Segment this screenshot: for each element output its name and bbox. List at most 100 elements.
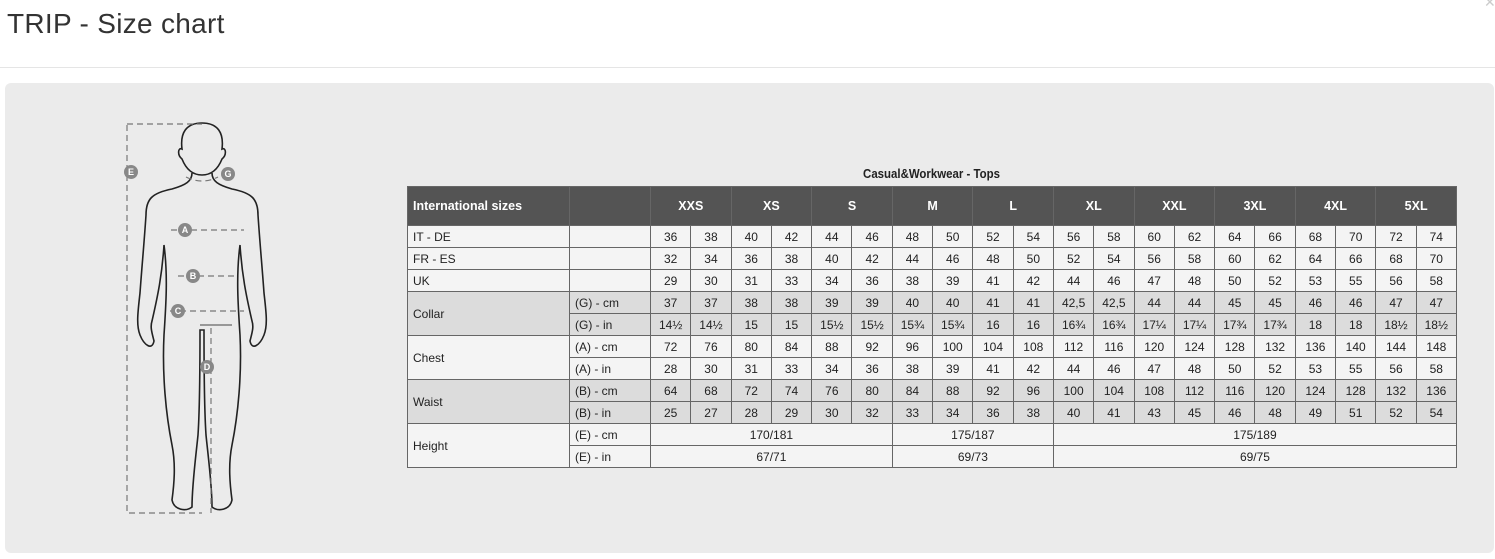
table-cell: 69/75 [1052, 445, 1457, 468]
table-cell: 69/73 [891, 445, 1054, 468]
table-cell: 80 [730, 335, 772, 358]
marker-e: E [124, 165, 138, 179]
table-cell: 15½ [811, 313, 853, 336]
header-label: International sizes [407, 186, 570, 226]
table-cell: 50 [1214, 357, 1256, 380]
table-cell: 56 [1375, 269, 1417, 292]
table-cell: 38 [891, 269, 934, 292]
table-cell: 44 [1133, 291, 1175, 314]
table-cell: 46 [851, 225, 893, 248]
table-row: FR - ES 32 34 36 38 40 42 44 46 48 50 52 54 56 58 60 62 6… [407, 247, 1457, 270]
table-cell: 52 [1375, 401, 1417, 424]
table-cell: 120 [1254, 379, 1296, 402]
table-cell: 92 [851, 335, 893, 358]
svg-text:C: C [175, 306, 182, 316]
table-cell: 41 [972, 357, 1014, 380]
chart-title: Casual&Workwear - Tops [863, 166, 1000, 181]
row-unit: (B) - in [569, 401, 651, 424]
table-cell: 56 [1375, 357, 1417, 380]
table-cell: 62 [1173, 225, 1216, 248]
table-cell: 41 [972, 291, 1014, 314]
row-label: FR - ES [407, 247, 570, 270]
table-cell: 55 [1335, 269, 1377, 292]
table-cell: 42,5 [1052, 291, 1095, 314]
table-row: (B) - in 25 27 28 29 30 32 33 34 36 38 40 41 43 45 46 48… [408, 401, 1457, 424]
table-row: Waist (B) - cm 64 68 72 74 76 80 84 88 92 96 100 104 1… [407, 379, 1457, 424]
table-cell: 39 [811, 291, 853, 314]
row-unit: (A) - in [569, 357, 651, 380]
table-cell: 36 [972, 401, 1014, 424]
table-cell: 46 [932, 247, 974, 270]
table-cell: 44 [1173, 291, 1216, 314]
row-unit: (E) - cm [569, 423, 651, 446]
table-cell: 56 [1133, 247, 1175, 270]
table-cell: 136 [1415, 379, 1457, 402]
table-cell: 46 [1214, 401, 1256, 424]
table-cell: 25 [649, 401, 692, 424]
table-cell: 88 [932, 379, 974, 402]
table-cell: 52 [1052, 247, 1095, 270]
table-cell: 175/187 [891, 423, 1054, 446]
marker-b: B [186, 269, 200, 283]
table-cell: 50 [1214, 269, 1256, 292]
table-cell: 44 [891, 247, 934, 270]
table-cell: 47 [1415, 291, 1457, 314]
table-cell: 41 [972, 269, 1014, 292]
row-label: Collar [407, 291, 570, 336]
table-cell: 34 [932, 401, 974, 424]
table-cell: 72 [730, 379, 772, 402]
page-title: TRIP - Size chart [7, 8, 225, 39]
size-header-5xl: 5XL [1375, 186, 1457, 226]
table-cell: 120 [1133, 335, 1175, 358]
size-header-xl: XL [1052, 186, 1135, 226]
row-unit [569, 269, 651, 292]
table-cell: 17¼ [1173, 313, 1216, 336]
table-cell: 30 [811, 401, 853, 424]
table-cell: 66 [1254, 225, 1296, 248]
table-cell: 48 [1173, 357, 1216, 380]
table-cell: 15 [730, 313, 772, 336]
table-cell: 46 [1335, 291, 1377, 314]
table-cell: 36 [649, 225, 692, 248]
table-cell: 170/181 [650, 423, 893, 446]
size-header-xxl: XXL [1133, 186, 1216, 226]
table-cell: 36 [730, 247, 772, 270]
table-cell: 108 [1012, 335, 1054, 358]
table-cell: 27 [690, 401, 732, 424]
size-header-m: M [891, 186, 974, 226]
table-cell: 52 [1254, 269, 1296, 292]
table-cell: 100 [1052, 379, 1095, 402]
size-header-xxs: XXS [650, 186, 732, 226]
table-cell: 116 [1093, 335, 1135, 358]
table-row: (E) - in 67/71 69/73 69/75 [408, 445, 1457, 468]
close-icon[interactable]: ✕ [1484, 0, 1495, 10]
table-cell: 55 [1335, 357, 1377, 380]
table-cell: 70 [1335, 225, 1377, 248]
header-unit [569, 186, 651, 226]
table-cell: 74 [770, 379, 813, 402]
table-cell: 36 [851, 357, 893, 380]
row-unit: (G) - cm [569, 291, 651, 314]
marker-g: G [221, 167, 235, 181]
svg-text:G: G [224, 169, 231, 179]
table-cell: 39 [851, 291, 893, 314]
table-cell: 44 [811, 225, 853, 248]
table-cell: 48 [891, 225, 934, 248]
table-cell: 124 [1173, 335, 1216, 358]
row-unit [569, 247, 651, 270]
table-cell: 42 [851, 247, 893, 270]
table-cell: 68 [1375, 247, 1417, 270]
size-header-4xl: 4XL [1294, 186, 1377, 226]
table-cell: 40 [891, 291, 934, 314]
table-cell: 42 [1012, 357, 1054, 380]
table-cell: 14½ [690, 313, 732, 336]
row-label: IT - DE [407, 225, 570, 248]
header-row: International sizes XXS XS S M L XL XXL 3XL 4XL 5X… [407, 186, 1457, 226]
table-cell: 38 [770, 247, 813, 270]
table-cell: 42 [1012, 269, 1054, 292]
table-cell: 36 [851, 269, 893, 292]
table-cell: 46 [1093, 357, 1135, 380]
table-cell: 124 [1294, 379, 1337, 402]
table-cell: 44 [1052, 269, 1095, 292]
table-row: Collar (G) - cm 37 37 38 38 39 39 40 40 41 41 42,5 42… [407, 291, 1457, 336]
